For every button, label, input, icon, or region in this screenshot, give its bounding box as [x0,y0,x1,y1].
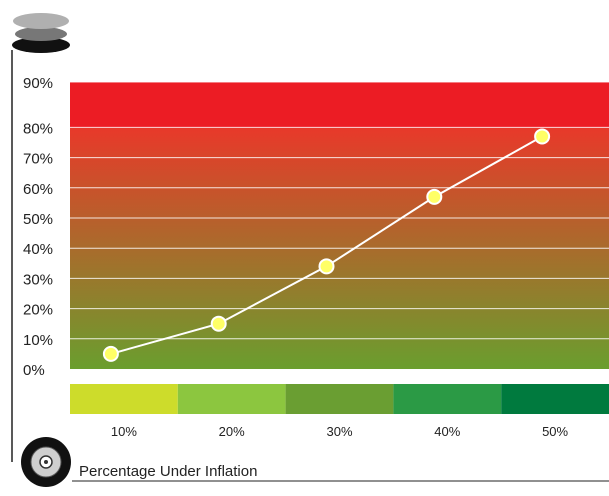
y-tick-labels: 0% 10% 20% 30% 40% 50% 60% 70% 80% 90% [23,75,53,379]
y-tick-label: 70% [23,151,53,168]
category-bands [70,384,609,414]
data-point [534,128,551,145]
y-tick-label: 60% [23,181,53,198]
category-band [501,384,609,414]
y-tick-label: 30% [23,271,53,288]
y-tick-label: 0% [23,362,45,379]
y-tick-label: 10% [23,332,53,349]
x-tick-label: 50% [542,424,568,439]
y-tick-label: 20% [23,302,53,319]
x-axis-title: Percentage Under Inflation [79,463,257,480]
data-point [426,188,443,205]
x-tick-label: 40% [434,424,460,439]
y-tick-label: 90% [23,75,53,92]
plot-top-band [70,82,609,128]
x-tick-label: 30% [326,424,352,439]
stacked-discs-icon [12,13,70,53]
y-tick-label: 80% [23,120,53,137]
y-tick-label: 40% [23,241,53,258]
data-point [210,315,227,332]
grid [70,81,609,340]
category-band [177,384,286,414]
x-tick-labels: 10% 20% 30% 40% 50% [111,424,569,439]
category-band [70,384,178,414]
y-tick-label: 50% [23,211,53,228]
x-tick-label: 20% [219,424,245,439]
category-band [393,384,502,414]
x-tick-label: 10% [111,424,137,439]
data-points [102,128,551,362]
tire-icon [21,437,71,487]
data-point [318,258,335,275]
category-band [285,384,394,414]
data-point [102,345,119,362]
